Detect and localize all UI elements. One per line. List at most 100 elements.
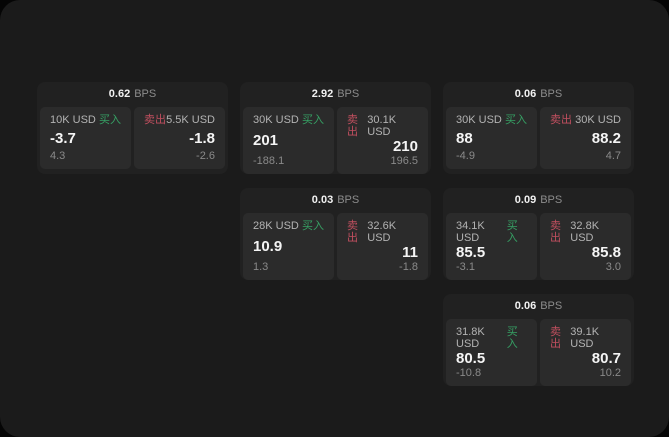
- buy-side-label: 买入: [506, 326, 518, 350]
- card-header: 0.03 BPS: [240, 188, 431, 213]
- buy-side-label: 买入: [99, 114, 121, 126]
- quote-cards-grid: 0.62 BPS 10K USD 买入 -3.7 4.3 卖出 5.5K USD …: [37, 82, 634, 386]
- sell-tile-top: 卖出 39.1K USD: [550, 326, 621, 350]
- sell-side-label: 卖出: [347, 114, 358, 138]
- buy-size: 30K USD: [253, 114, 299, 126]
- buy-price: 88: [456, 129, 473, 147]
- sell-tile-top: 卖出 32.6K USD: [347, 220, 418, 244]
- quote-tiles: 31.8K USD 买入 80.5 -10.8 卖出 39.1K USD 80.…: [443, 319, 634, 386]
- sell-size: 32.6K USD: [367, 220, 397, 244]
- sell-tile-top: 卖出 30K USD: [550, 114, 621, 126]
- buy-tile-top: 34.1K USD 买入: [456, 220, 527, 244]
- buy-size: 31.8K USD: [456, 326, 485, 350]
- quote-card: 0.03 BPS 28K USD 买入 10.9 1.3 卖出 32.6K USD…: [240, 188, 431, 280]
- sell-delta: -1.8: [399, 261, 418, 273]
- card-header: 0.06 BPS: [443, 82, 634, 107]
- card-header: 2.92 BPS: [240, 82, 431, 107]
- buy-price: 201: [253, 132, 279, 149]
- buy-delta: -188.1: [253, 155, 285, 167]
- buy-size: 34.1K USD: [456, 220, 485, 244]
- sell-side-label: 卖出: [144, 114, 166, 126]
- sell-size: 32.8K USD: [570, 220, 600, 244]
- buy-tile-top: 30K USD 买入: [456, 114, 527, 126]
- bps-value: 0.09: [514, 194, 537, 206]
- buy-side-label: 买入: [505, 114, 527, 126]
- buy-delta: -4.9: [456, 150, 475, 162]
- buy-delta: 4.3: [50, 150, 66, 162]
- buy-price: -3.7: [50, 129, 76, 147]
- bps-label: BPS: [540, 300, 563, 312]
- sell-tile-top: 卖出 32.8K USD: [550, 220, 621, 244]
- buy-delta: 1.3: [253, 261, 269, 273]
- buy-tile-top: 31.8K USD 买入: [456, 326, 527, 350]
- bps-label: BPS: [337, 194, 360, 206]
- quote-tiles: 34.1K USD 买入 85.5 -3.1 卖出 32.8K USD 85.8…: [443, 213, 634, 280]
- sell-price: 85.8: [591, 244, 621, 261]
- sell-side-label: 卖出: [550, 326, 561, 350]
- quote-card: 0.06 BPS 31.8K USD 买入 80.5 -10.8 卖出 39.1K…: [443, 294, 634, 386]
- sell-tile[interactable]: 卖出 39.1K USD 80.7 10.2: [540, 319, 631, 386]
- sell-price: -1.8: [189, 129, 215, 147]
- buy-tile-top: 10K USD 买入: [50, 114, 121, 126]
- buy-tile-top: 30K USD 买入: [253, 114, 324, 126]
- buy-tile-top: 28K USD 买入: [253, 220, 324, 232]
- buy-tile[interactable]: 28K USD 买入 10.9 1.3: [243, 213, 334, 280]
- quote-tiles: 30K USD 买入 201 -188.1 卖出 30.1K USD 210 1…: [240, 107, 431, 174]
- buy-size: 10K USD: [50, 114, 96, 126]
- sell-side-label: 卖出: [550, 114, 572, 126]
- quote-card: 2.92 BPS 30K USD 买入 201 -188.1 卖出 30.1K U…: [240, 82, 431, 174]
- sell-delta: -2.6: [196, 150, 215, 162]
- buy-price: 85.5: [456, 244, 486, 261]
- sell-price: 11: [402, 244, 418, 261]
- buy-side-label: 买入: [302, 114, 324, 126]
- bps-label: BPS: [540, 88, 563, 100]
- sell-tile[interactable]: 卖出 30K USD 88.2 4.7: [540, 107, 631, 169]
- quote-card: 0.06 BPS 30K USD 买入 88 -4.9 卖出 30K USD 88…: [443, 82, 634, 174]
- card-header: 0.62 BPS: [37, 82, 228, 107]
- buy-size: 30K USD: [456, 114, 502, 126]
- bps-value: 0.03: [311, 194, 334, 206]
- buy-tile[interactable]: 10K USD 买入 -3.7 4.3: [40, 107, 131, 169]
- buy-price: 80.5: [456, 350, 486, 367]
- sell-side-label: 卖出: [347, 220, 358, 244]
- bps-label: BPS: [540, 194, 563, 206]
- quote-card: 0.62 BPS 10K USD 买入 -3.7 4.3 卖出 5.5K USD …: [37, 82, 228, 174]
- quote-tiles: 10K USD 买入 -3.7 4.3 卖出 5.5K USD -1.8 -2.…: [37, 107, 228, 174]
- buy-delta: -3.1: [456, 261, 475, 273]
- bps-value: 0.06: [514, 88, 537, 100]
- sell-side-label: 卖出: [550, 220, 561, 244]
- sell-size: 5.5K USD: [166, 114, 215, 126]
- quote-tiles: 28K USD 买入 10.9 1.3 卖出 32.6K USD 11 -1.8: [240, 213, 431, 280]
- buy-side-label: 买入: [506, 220, 518, 244]
- buy-delta: -10.8: [456, 367, 482, 379]
- sell-tile-top: 卖出 30.1K USD: [347, 114, 418, 138]
- buy-tile[interactable]: 34.1K USD 买入 85.5 -3.1: [446, 213, 537, 280]
- sell-delta: 4.7: [605, 150, 621, 162]
- card-header: 0.09 BPS: [443, 188, 634, 213]
- bps-value: 0.62: [108, 88, 131, 100]
- sell-delta: 3.0: [605, 261, 621, 273]
- buy-size: 28K USD: [253, 220, 299, 232]
- sell-tile[interactable]: 卖出 5.5K USD -1.8 -2.6: [134, 107, 225, 169]
- sell-tile[interactable]: 卖出 32.6K USD 11 -1.8: [337, 213, 428, 280]
- bps-value: 2.92: [311, 88, 334, 100]
- sell-tile-top: 卖出 5.5K USD: [144, 114, 215, 126]
- sell-tile[interactable]: 卖出 30.1K USD 210 196.5: [337, 107, 428, 174]
- sell-size: 30K USD: [575, 114, 621, 126]
- sell-price: 210: [392, 138, 418, 155]
- buy-tile[interactable]: 30K USD 买入 201 -188.1: [243, 107, 334, 174]
- buy-tile[interactable]: 30K USD 买入 88 -4.9: [446, 107, 537, 169]
- bps-label: BPS: [337, 88, 360, 100]
- buy-price: 10.9: [253, 238, 283, 255]
- buy-tile[interactable]: 31.8K USD 买入 80.5 -10.8: [446, 319, 537, 386]
- sell-size: 39.1K USD: [570, 326, 600, 350]
- bps-label: BPS: [134, 88, 157, 100]
- buy-side-label: 买入: [302, 220, 324, 232]
- sell-price: 88.2: [591, 129, 621, 147]
- sell-price: 80.7: [591, 350, 621, 367]
- sell-delta: 10.2: [599, 367, 621, 379]
- sell-tile[interactable]: 卖出 32.8K USD 85.8 3.0: [540, 213, 631, 280]
- sell-delta: 196.5: [390, 155, 418, 167]
- card-header: 0.06 BPS: [443, 294, 634, 319]
